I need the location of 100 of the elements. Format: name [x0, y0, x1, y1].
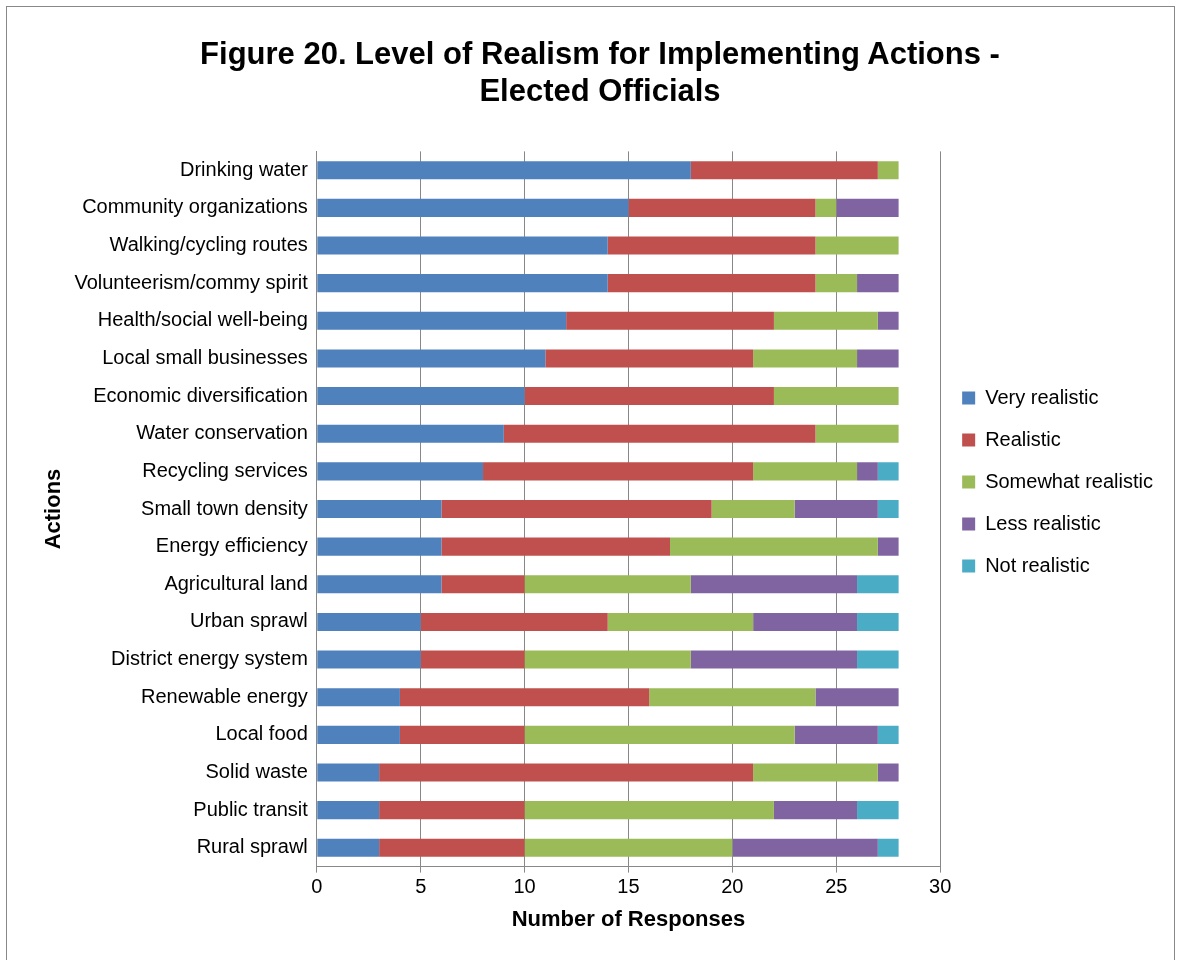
y-tick-label: District energy system: [111, 647, 308, 670]
bar: [607, 236, 816, 255]
y-tick-label: Volunteerism/commy spirit: [74, 270, 309, 293]
bar: [317, 462, 484, 481]
bar: [794, 499, 878, 519]
bar: [317, 650, 421, 669]
bar: [317, 725, 400, 744]
bar: [524, 575, 691, 594]
bar: [773, 311, 878, 330]
bar: [628, 198, 816, 217]
x-tick-label: 15: [617, 875, 640, 898]
bar: [690, 575, 858, 594]
bar: [877, 838, 899, 857]
bar: [877, 725, 899, 744]
bar: [545, 349, 754, 368]
y-tick-label: Walking/cycling routes: [109, 233, 308, 256]
x-tick-label: 30: [929, 875, 952, 898]
y-tick-label: Energy efficiency: [155, 534, 308, 557]
bar: [877, 462, 899, 481]
bar: [503, 424, 816, 443]
y-tick-label: Urban sprawl: [189, 609, 308, 632]
y-tick-label: Public transit: [193, 797, 309, 820]
bar: [773, 387, 899, 406]
bar: [317, 763, 380, 782]
bar: [317, 838, 380, 857]
legend-label: Somewhat realistic: [985, 469, 1153, 492]
bar: [815, 198, 837, 217]
bar: [711, 499, 795, 519]
bar: [441, 537, 671, 556]
bar: [317, 311, 567, 330]
bar: [317, 612, 421, 631]
y-tick-label: Water conservation: [136, 421, 308, 444]
bar: [317, 499, 442, 519]
bar: [857, 650, 899, 669]
bar: [399, 688, 650, 707]
y-tick-label: Economic diversification: [93, 383, 308, 406]
bar: [815, 688, 899, 707]
y-tick-label: Small town density: [141, 496, 308, 519]
y-tick-label: Local food: [215, 722, 308, 745]
bar: [857, 801, 899, 820]
bar: [670, 537, 878, 556]
bar: [399, 725, 525, 744]
bar: [317, 349, 546, 368]
bar: [857, 274, 899, 293]
bar: [815, 274, 858, 293]
bar: [773, 801, 858, 820]
x-tick-label: 10: [513, 875, 536, 898]
bar: [607, 274, 816, 293]
bar: [836, 198, 899, 217]
x-tick-label: 0: [311, 875, 323, 898]
y-tick-label: Community organizations: [82, 195, 308, 218]
bar: [690, 650, 858, 669]
bar: [877, 537, 899, 556]
bar: [732, 838, 878, 857]
bar: [524, 387, 774, 406]
bar: [420, 612, 608, 631]
x-tick-label: 5: [415, 875, 427, 898]
bar: [877, 311, 899, 330]
legend-label: Not realistic: [985, 553, 1090, 576]
y-tick-label: Health/social well-being: [97, 308, 308, 331]
legend-label: Less realistic: [985, 511, 1101, 534]
bar: [524, 650, 691, 669]
bar: [815, 424, 899, 443]
y-axis-title: Actions: [40, 468, 66, 550]
bar: [690, 161, 878, 180]
bar: [877, 763, 899, 782]
bar: [857, 575, 899, 594]
legend-label: Very realistic: [985, 385, 1099, 408]
bar: [483, 462, 754, 481]
bar: [317, 161, 691, 180]
bar: [753, 462, 858, 481]
bar: [877, 161, 899, 180]
bar: [317, 236, 608, 255]
bar: [649, 688, 816, 707]
bar: [317, 537, 442, 556]
y-tick-label: Recycling services: [142, 458, 308, 481]
legend-label: Realistic: [985, 427, 1061, 450]
bar: [566, 311, 774, 330]
bar: [317, 198, 629, 217]
y-tick-label: Renewable energy: [141, 684, 308, 707]
bar: [607, 612, 754, 631]
bar: [524, 725, 795, 744]
y-tick-label: Local small businesses: [102, 345, 308, 368]
bar: [317, 575, 442, 594]
x-axis-title: Number of Responses: [511, 905, 746, 931]
bar: [441, 575, 525, 594]
bar: [815, 236, 899, 255]
y-tick-label: Solid waste: [205, 760, 308, 783]
bar: [317, 274, 608, 293]
bar: [317, 387, 525, 406]
bar: [877, 499, 899, 519]
x-tick-label: 20: [721, 875, 744, 898]
bar: [753, 349, 858, 368]
x-tick-label: 25: [825, 875, 848, 898]
bar: [317, 424, 504, 443]
y-tick-label: Agricultural land: [164, 571, 308, 594]
y-tick-label: Rural sprawl: [196, 835, 308, 858]
bar: [317, 801, 380, 820]
bar: [857, 462, 878, 481]
bar: [753, 763, 878, 782]
